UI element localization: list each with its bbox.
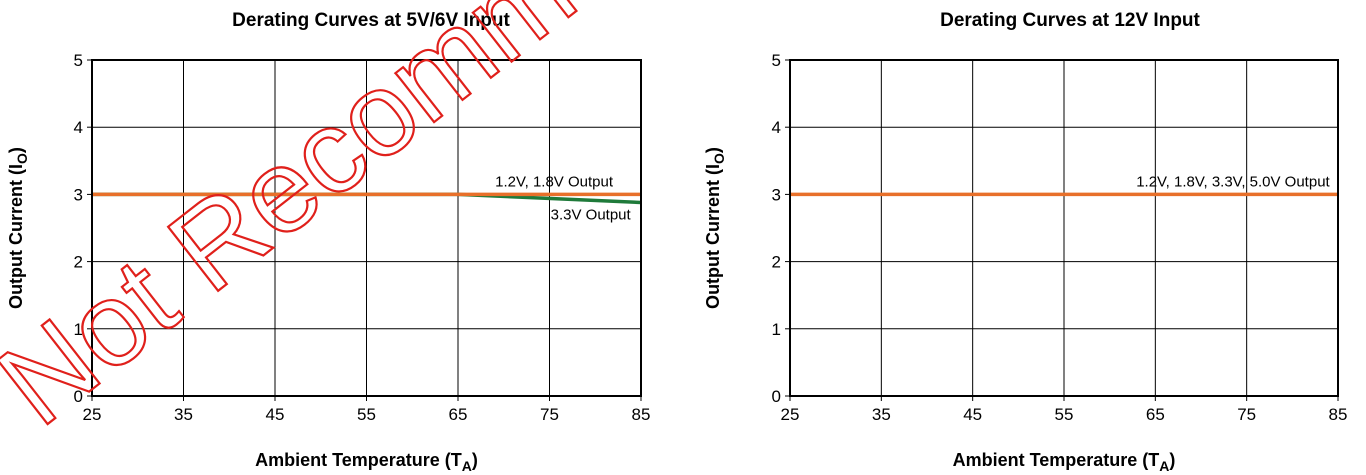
y-tick-label: 5: [772, 51, 781, 70]
x-tick-label: 35: [174, 405, 193, 424]
x-axis-label: Ambient Temperature (TA): [953, 450, 1176, 474]
y-tick-label: 4: [74, 118, 83, 137]
y-tick-label: 0: [74, 387, 83, 406]
y-tick-label: 2: [772, 253, 781, 272]
y-tick-label: 5: [74, 51, 83, 70]
y-tick-label: 2: [74, 253, 83, 272]
x-tick-label: 25: [781, 405, 800, 424]
y-tick-label: 3: [772, 185, 781, 204]
x-tick-label: 45: [266, 405, 285, 424]
x-axis-label: Ambient Temperature (TA): [255, 450, 478, 474]
x-tick-label: 25: [83, 405, 102, 424]
x-tick-label: 65: [449, 405, 468, 424]
x-tick-label: 65: [1146, 405, 1165, 424]
x-tick-label: 45: [963, 405, 982, 424]
series-annotation: 3.3V Output: [551, 206, 632, 223]
y-tick-label: 4: [772, 118, 781, 137]
x-tick-label: 75: [540, 405, 559, 424]
series-annotation: 1.2V, 1.8V, 3.3V, 5.0V Output: [1136, 173, 1330, 190]
x-tick-label: 75: [1237, 405, 1256, 424]
chart-title: Derating Curves at 5V/6V Input: [232, 10, 510, 31]
x-tick-label: 55: [1055, 405, 1074, 424]
y-tick-label: 0: [772, 387, 781, 406]
x-tick-label: 35: [872, 405, 891, 424]
series-annotation: 1.2V, 1.8V Output: [495, 173, 614, 190]
x-tick-label: 85: [632, 405, 651, 424]
x-tick-label: 85: [1329, 405, 1348, 424]
chart-title: Derating Curves at 12V Input: [940, 10, 1200, 31]
y-tick-label: 3: [74, 185, 83, 204]
y-tick-label: 1: [772, 320, 781, 339]
y-axis-label: Output Current (IO): [703, 147, 727, 309]
y-tick-label: 1: [74, 320, 83, 339]
not-recommended-watermark: Not Recommended: [0, 0, 858, 452]
y-axis-label: Output Current (IO): [6, 147, 30, 309]
x-tick-label: 55: [357, 405, 376, 424]
